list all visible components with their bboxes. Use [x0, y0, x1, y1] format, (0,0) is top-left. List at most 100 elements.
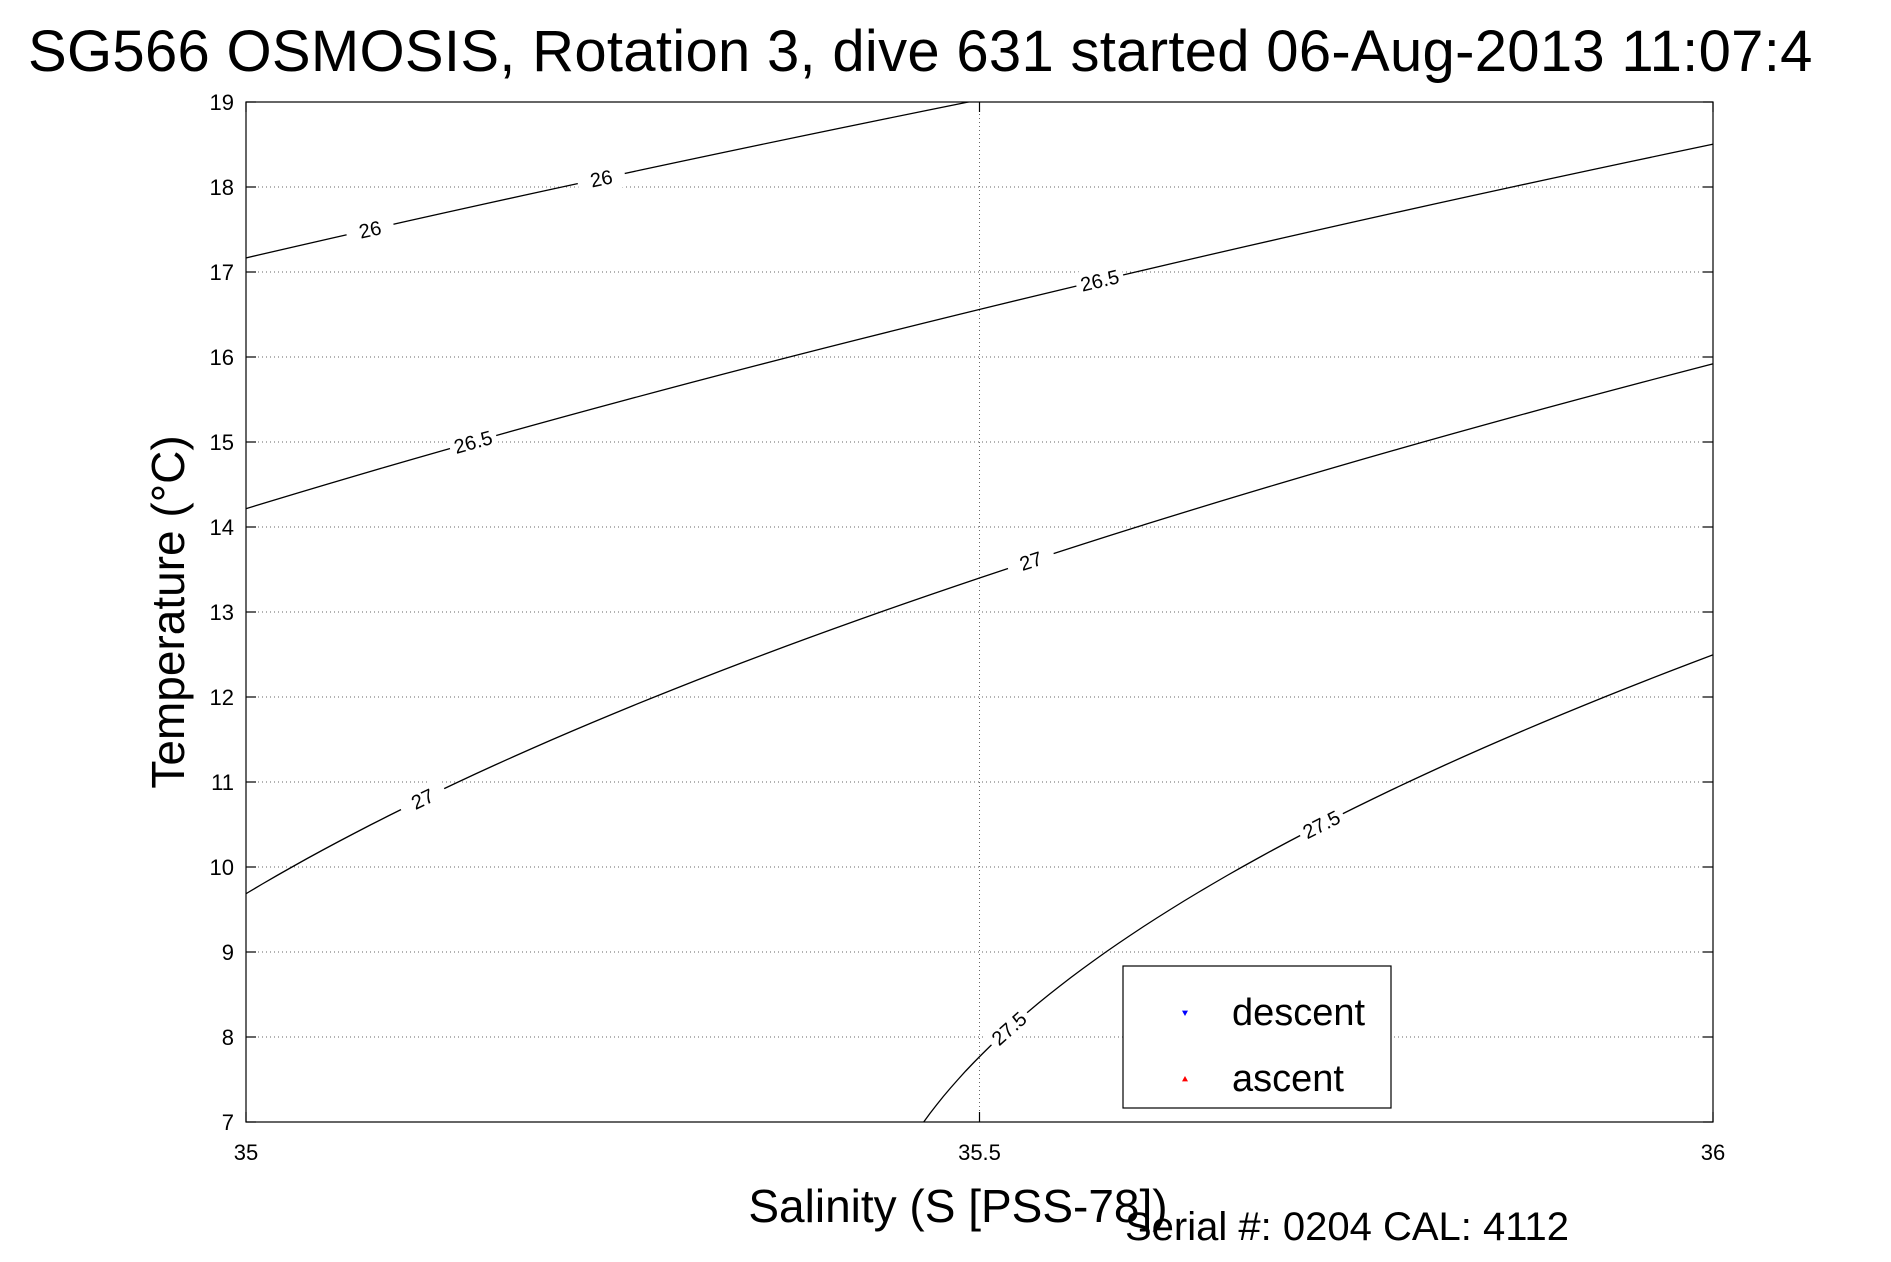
ascent-point: [797, 817, 801, 820]
ascent-point: [706, 159, 709, 163]
ascent-point: [774, 838, 777, 841]
ascent-point: [837, 1038, 841, 1041]
ascent-point: [846, 323, 850, 326]
ascent-point: [854, 153, 858, 156]
ascent-point: [844, 1060, 847, 1063]
ascent-point: [753, 279, 757, 283]
ascent-point: [1080, 641, 1084, 645]
ascent-point: [818, 357, 822, 361]
ascent-point: [748, 997, 752, 1000]
ascent-point: [670, 170, 673, 174]
ascent-point: [797, 851, 800, 854]
ascent-point: [766, 155, 770, 159]
ascent-point: [822, 1066, 825, 1070]
ascent-point: [843, 153, 846, 156]
ascent-point: [772, 863, 776, 866]
ascent-point: [850, 799, 853, 802]
ascent-point: [768, 1013, 772, 1016]
ascent-point: [662, 259, 666, 262]
ascent-point: [660, 259, 663, 263]
ascent-point: [734, 993, 738, 997]
ascent-point: [818, 354, 821, 357]
ascent-point: [789, 839, 793, 843]
ascent-point: [783, 1016, 786, 1020]
contour-label: 26: [357, 217, 384, 243]
data-points: [651, 152, 1097, 1106]
ascent-point: [665, 180, 668, 184]
ascent-point: [774, 303, 777, 307]
ascent-point: [750, 926, 753, 930]
legend-descent-label: descent: [1232, 992, 1366, 1034]
ascent-point: [723, 992, 727, 996]
x-tick-label: 35: [234, 1140, 258, 1165]
y-tick-label: 7: [222, 1110, 234, 1135]
ascent-point: [744, 992, 747, 996]
ascent-point: [753, 906, 756, 909]
ascent-point: [813, 883, 816, 887]
ascent-point: [812, 1073, 816, 1076]
ascent-point: [824, 1019, 827, 1023]
ascent-point: [791, 324, 795, 327]
ascent-point: [904, 154, 908, 158]
ascent-point: [960, 401, 963, 405]
ascent-point: [820, 809, 823, 813]
ascent-point: [1042, 685, 1045, 689]
ascent-point: [768, 1016, 772, 1020]
ascent-point: [773, 831, 776, 834]
ascent-point: [1067, 625, 1071, 629]
ascent-point: [812, 812, 816, 816]
ascent-point: [748, 958, 752, 962]
ascent-point: [875, 154, 878, 158]
ascent-point: [745, 1093, 748, 1097]
ascent-point: [729, 938, 733, 941]
ascent-point: [765, 839, 768, 842]
ascent-point: [687, 165, 690, 169]
contour-label-bg: [343, 211, 397, 248]
ascent-point: [825, 875, 828, 878]
ascent-point: [927, 154, 930, 157]
ascent-point: [926, 770, 930, 773]
ascent-point: [919, 783, 922, 787]
ascent-point: [843, 333, 847, 337]
ascent-point: [651, 254, 655, 258]
ascent-point: [809, 816, 812, 820]
ascent-point: [661, 230, 665, 234]
ascent-point: [866, 796, 870, 800]
ascent-point: [753, 898, 756, 901]
ascent-point: [733, 247, 736, 250]
contour-label-bg: [395, 776, 450, 822]
ascent-point: [970, 724, 974, 728]
ascent-point: [880, 157, 884, 160]
ascent-point: [944, 155, 947, 159]
ascent-point: [929, 775, 932, 779]
ascent-point: [817, 1068, 820, 1072]
ascent-point: [705, 247, 708, 250]
ascent-point: [859, 1040, 862, 1044]
ascent-point: [745, 1095, 749, 1098]
ascent-point: [725, 246, 728, 250]
ascent-point: [1052, 591, 1055, 595]
ascent-point: [854, 343, 858, 347]
ascent-point: [759, 998, 762, 1001]
ascent-point: [1042, 572, 1045, 575]
ascent-point: [783, 997, 787, 1000]
ascent-point: [757, 955, 761, 958]
ascent-point: [822, 1027, 825, 1031]
legend-box: [1122, 965, 1392, 1109]
ascent-point: [806, 338, 810, 342]
ascent-point: [981, 434, 984, 438]
ascent-point: [826, 1037, 829, 1041]
ascent-point: [1020, 698, 1024, 702]
y-tick-label: 16: [210, 345, 234, 370]
ascent-point: [692, 162, 696, 166]
ascent-point: [829, 1020, 832, 1024]
ascent-point: [821, 364, 825, 368]
ascent-point: [720, 247, 723, 251]
ascent-point: [829, 155, 833, 158]
ascent-point: [749, 273, 752, 276]
ascent-point: [667, 256, 670, 259]
ascent-point: [797, 850, 800, 854]
ascent-point: [935, 751, 938, 755]
ascent-point: [935, 748, 939, 751]
